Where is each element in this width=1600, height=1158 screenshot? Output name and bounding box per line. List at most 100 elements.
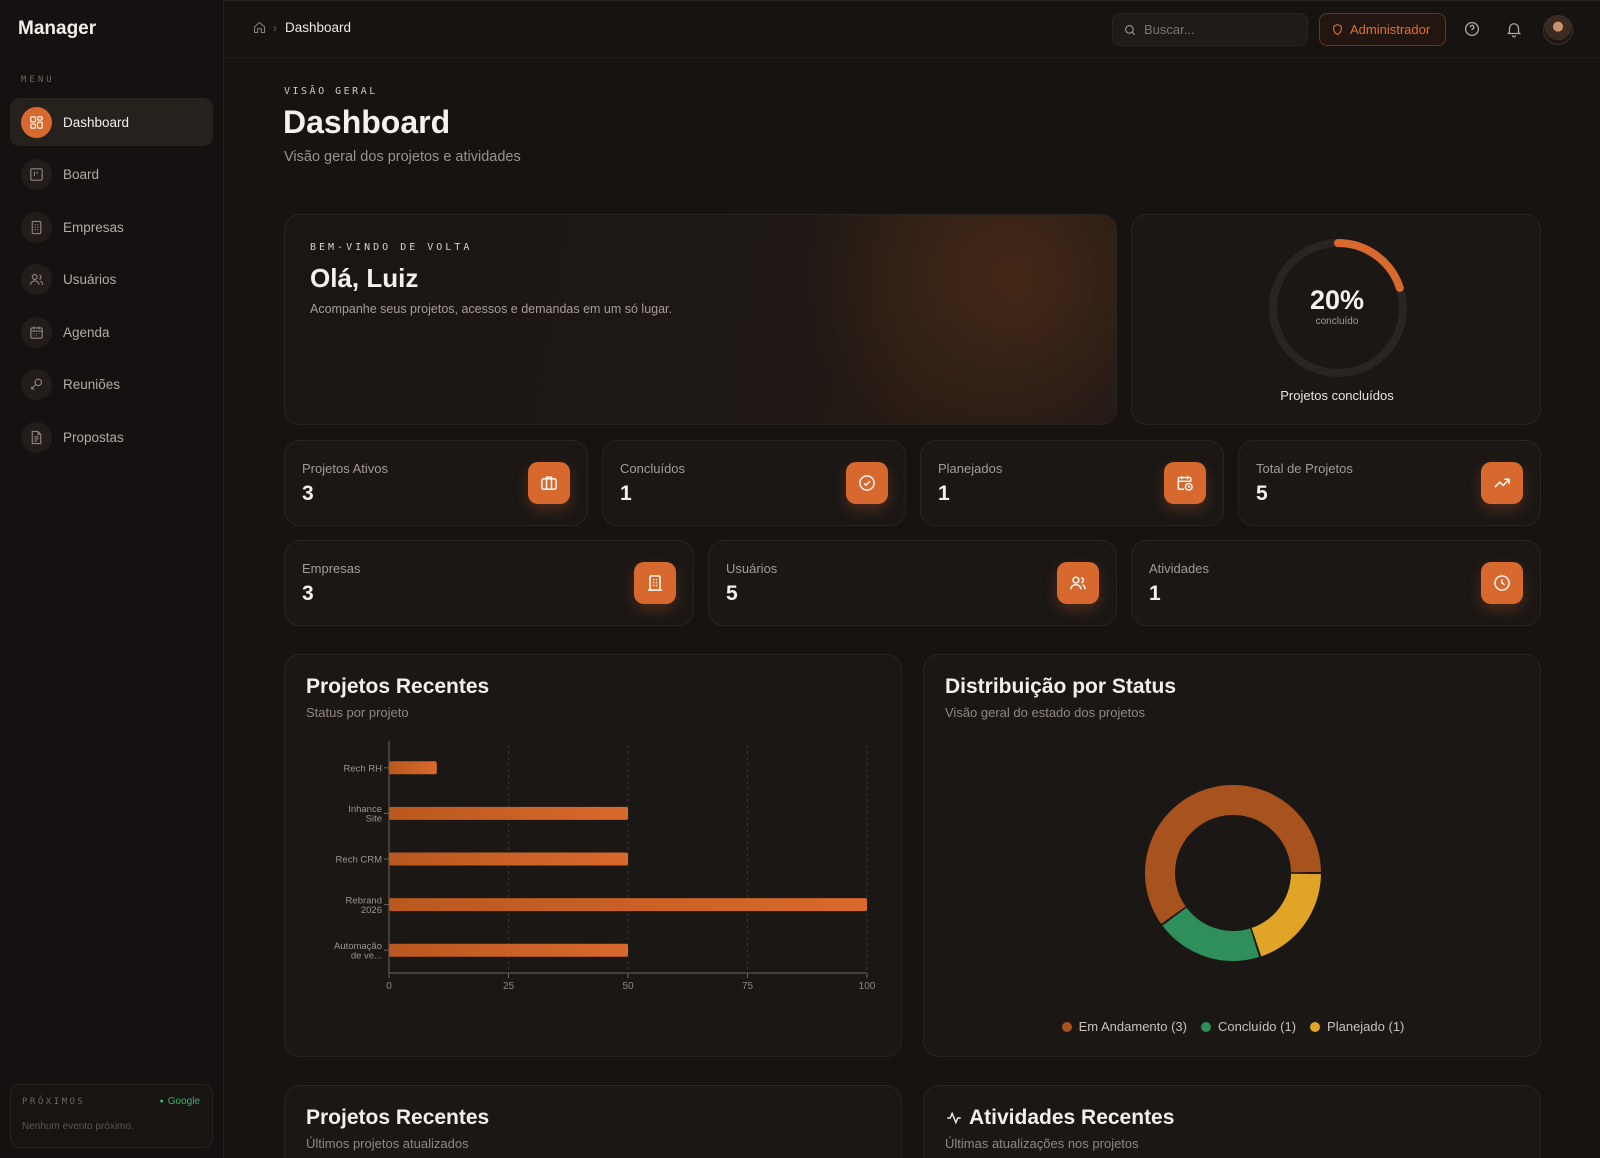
stat-label: Total de Projetos <box>1256 461 1353 476</box>
bar[interactable] <box>389 761 437 775</box>
y-tick-label: Rech CRM <box>336 855 383 866</box>
briefcase-icon <box>528 462 570 504</box>
stat-value: 1 <box>620 482 632 505</box>
legend-label: Em Andamento (3) <box>1078 1019 1187 1034</box>
google-sync-status[interactable]: Google <box>160 1096 200 1107</box>
sidebar: Manager MENU Dashboard Board Empresas Us… <box>0 0 224 1158</box>
page-subtitle: Visão geral dos projetos e atividades <box>284 149 521 165</box>
sidebar-item-usuarios[interactable]: Usuários <box>10 256 213 304</box>
board-icon <box>21 159 52 190</box>
legend-item[interactable]: Em Andamento (3) <box>1061 1019 1187 1034</box>
upcoming-events-widget: PRÓXIMOS Google Nenhum evento próximo. <box>10 1084 213 1148</box>
calendar-icon <box>21 316 52 348</box>
bar[interactable] <box>389 852 628 866</box>
sidebar-item-propostas[interactable]: Propostas <box>10 413 213 461</box>
building-icon <box>21 211 52 243</box>
y-tick-label: Rebrand <box>346 895 382 906</box>
sidebar-item-label: Usuários <box>63 272 117 287</box>
stat-value: 5 <box>1256 482 1268 505</box>
stat-value: 1 <box>938 482 950 505</box>
stat-value: 1 <box>1149 582 1161 605</box>
recent-projects-list-card: Projetos Recentes Últimos projetos atual… <box>284 1085 902 1158</box>
sidebar-nav: Dashboard Board Empresas Usuários Agenda… <box>10 98 213 466</box>
completion-ring <box>1269 239 1407 377</box>
recent-projects-chart-card: Projetos Recentes Status por projeto 0 25… <box>284 654 902 1057</box>
user-avatar[interactable] <box>1543 15 1573 45</box>
help-icon[interactable] <box>1463 20 1481 38</box>
status-donut-chart <box>1145 785 1321 961</box>
search-placeholder: Buscar... <box>1144 22 1195 37</box>
page-overline: VISÃO GERAL <box>284 86 378 97</box>
breadcrumb: › Dashboard <box>252 20 351 35</box>
stat-card-total-projects[interactable]: Total de Projetos 5 <box>1238 440 1541 526</box>
stat-card-companies[interactable]: Empresas 3 <box>284 540 694 626</box>
panel-title-text: Atividades Recentes <box>969 1106 1175 1129</box>
x-tick-label: 0 <box>386 981 392 992</box>
clock-icon <box>1481 562 1523 604</box>
completion-percent: 20% <box>1309 285 1365 315</box>
panel-title: Atividades Recentes <box>945 1106 1174 1130</box>
bar[interactable] <box>389 943 628 957</box>
stat-value: 3 <box>302 482 314 505</box>
legend-swatch <box>1201 1021 1211 1032</box>
sidebar-item-label: Dashboard <box>63 114 130 130</box>
upcoming-title: PRÓXIMOS <box>22 1097 86 1107</box>
users-icon <box>21 264 52 295</box>
stat-value: 3 <box>302 582 314 605</box>
panel-title: Distribuição por Status <box>945 675 1177 698</box>
donut-slice[interactable] <box>1145 785 1321 924</box>
stat-label: Atividades <box>1149 561 1209 576</box>
users-icon <box>1057 562 1099 604</box>
panel-title: Projetos Recentes <box>306 675 490 698</box>
sidebar-item-dashboard[interactable]: Dashboard <box>10 98 213 146</box>
completion-ring-progress <box>1269 239 1407 377</box>
stat-label: Concluídos <box>620 461 686 476</box>
stat-card-completed[interactable]: Concluídos 1 <box>602 440 906 526</box>
stat-label: Usuários <box>726 561 778 576</box>
topbar: › Dashboard Buscar... Administrador <box>224 0 1600 58</box>
panel-subtitle: Últimos projetos atualizados <box>306 1136 469 1151</box>
meeting-icon <box>21 369 52 400</box>
donut-slice[interactable] <box>1251 873 1321 957</box>
building-icon <box>634 562 676 604</box>
legend-swatch <box>1310 1021 1321 1032</box>
chart-legend: Em Andamento (3) Concluído (1) Planejado… <box>924 1019 1542 1034</box>
sidebar-item-empresas[interactable]: Empresas <box>10 203 213 251</box>
stat-card-active-projects[interactable]: Projetos Ativos 3 <box>284 440 588 526</box>
completion-card: 20% concluído Projetos concluídos <box>1131 214 1541 425</box>
legend-label: Planejado (1) <box>1327 1019 1405 1034</box>
welcome-greeting: Olá, Luiz <box>310 263 419 293</box>
bar[interactable] <box>389 898 867 912</box>
app-logo[interactable]: Manager <box>18 18 97 39</box>
stat-label: Projetos Ativos <box>302 461 388 476</box>
role-badge-button[interactable]: Administrador <box>1319 13 1446 46</box>
stat-card-planned[interactable]: Planejados 1 <box>920 440 1224 526</box>
search-input[interactable]: Buscar... <box>1112 13 1308 46</box>
legend-item[interactable]: Planejado (1) <box>1310 1019 1404 1034</box>
panel-subtitle: Status por projeto <box>306 705 409 720</box>
sidebar-item-reunioes[interactable]: Reuniões <box>10 361 213 409</box>
legend-item[interactable]: Concluído (1) <box>1201 1019 1296 1034</box>
stat-label: Empresas <box>302 561 361 576</box>
role-label: Administrador <box>1350 22 1431 37</box>
welcome-overline: BEM-VINDO DE VOLTA <box>310 242 473 253</box>
welcome-card: BEM-VINDO DE VOLTA Olá, Luiz Acompanhe s… <box>284 214 1117 425</box>
sidebar-item-agenda[interactable]: Agenda <box>10 308 213 356</box>
y-tick-label: 2026 <box>361 905 382 916</box>
sidebar-item-label: Empresas <box>63 219 124 235</box>
bell-icon[interactable] <box>1505 20 1523 38</box>
donut-slice[interactable] <box>1162 907 1260 961</box>
sidebar-item-label: Reuniões <box>63 377 121 392</box>
y-tick-label: de ve... <box>351 950 382 961</box>
stat-card-users[interactable]: Usuários 5 <box>708 540 1117 626</box>
welcome-description: Acompanhe seus projetos, acessos e deman… <box>310 302 673 316</box>
x-tick-label: 75 <box>742 981 754 992</box>
stat-card-activities[interactable]: Atividades 1 <box>1131 540 1541 626</box>
panel-title: Projetos Recentes <box>306 1106 490 1129</box>
sidebar-item-board[interactable]: Board <box>10 151 213 199</box>
page-title: Dashboard <box>283 104 451 140</box>
home-icon[interactable] <box>252 20 267 35</box>
search-icon <box>1125 24 1136 35</box>
bar[interactable] <box>389 806 628 820</box>
